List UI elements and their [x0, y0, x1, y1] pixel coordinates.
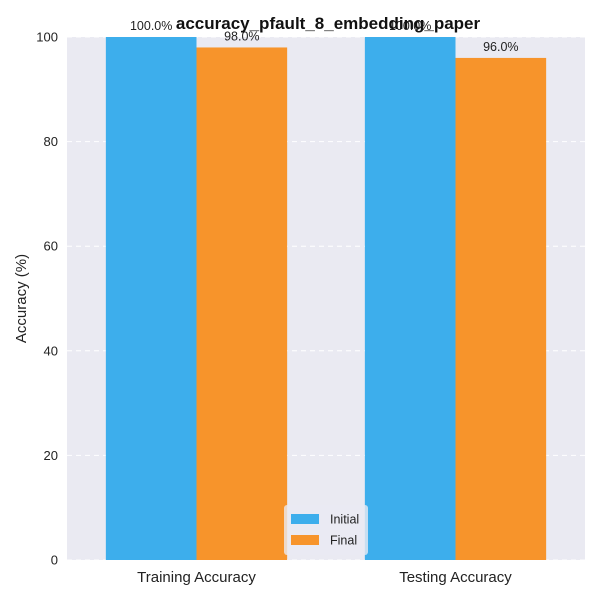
y-tick-label-80: 80: [44, 134, 58, 149]
data-label-initial-2: 100.0%: [389, 19, 431, 33]
data-label-final-1: 98.0%: [224, 29, 259, 43]
y-tick-label-20: 20: [44, 448, 58, 463]
y-tick-label-0: 0: [51, 553, 58, 568]
data-label-initial-1: 100.0%: [130, 19, 172, 33]
x-tick-label-2: Testing Accuracy: [399, 569, 512, 586]
y-axis-ticks: 0 20 40 60 80 100: [36, 30, 58, 568]
y-tick-label-100: 100: [36, 30, 58, 45]
bar-final-2: [455, 57, 547, 561]
bar-initial-1: [105, 37, 197, 560]
legend: Initial Final: [284, 505, 368, 555]
y-tick-label-60: 60: [44, 239, 58, 254]
x-axis-ticks: Training Accuracy Testing Accuracy: [137, 569, 512, 586]
legend-label-initial: Initial: [330, 513, 359, 527]
legend-label-final: Final: [330, 534, 357, 548]
x-tick-label-1: Training Accuracy: [137, 569, 256, 586]
legend-swatch-final: [291, 535, 319, 545]
data-labels: 100.0% 98.0% 100.0% 96.0%: [130, 19, 519, 54]
y-tick-label-40: 40: [44, 343, 58, 358]
bars: [105, 37, 547, 561]
bar-initial-2: [364, 37, 456, 560]
bar-final-1: [196, 47, 288, 560]
legend-swatch-initial: [291, 514, 319, 524]
chart-title: accuracy_pfault_8_embedding_paper: [176, 14, 481, 33]
data-label-final-2: 96.0%: [483, 40, 518, 54]
y-axis-title: Accuracy (%): [13, 254, 30, 343]
